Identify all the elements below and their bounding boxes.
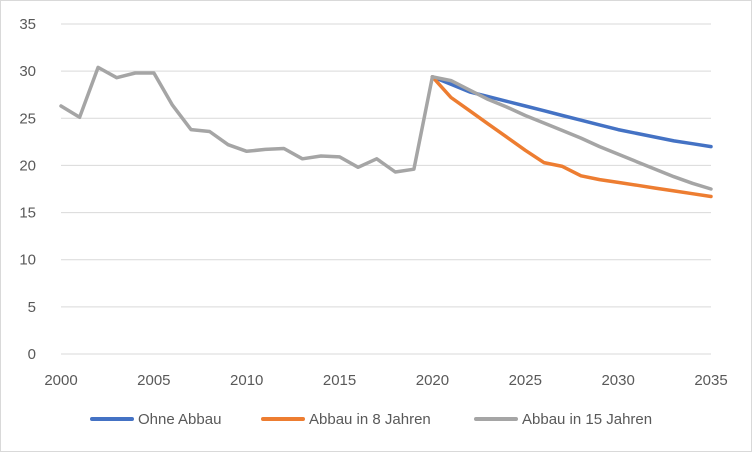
x-tick-label: 2005	[137, 372, 170, 389]
series-lines	[59, 65, 713, 199]
legend-label-1: Abbau in 8 Jahren	[309, 411, 431, 428]
x-tick-label: 2015	[323, 372, 356, 389]
y-tick-label: 25	[19, 110, 36, 127]
y-tick-label: 0	[28, 346, 36, 363]
x-tick-label: 2000	[44, 372, 77, 389]
series-line-1	[430, 75, 713, 199]
y-tick-label: 20	[19, 157, 36, 174]
x-tick-label: 2010	[230, 372, 263, 389]
y-tick-label: 5	[28, 299, 36, 316]
y-axis-tick-labels: 0 5 10 15 20 25 30 35	[19, 16, 36, 363]
y-tick-label: 30	[19, 63, 36, 80]
series-line-2	[59, 65, 713, 191]
y-tick-label: 35	[19, 16, 36, 33]
legend-label-2: Abbau in 15 Jahren	[522, 411, 652, 428]
legend: Ohne Abbau Abbau in 8 Jahren Abbau in 15 J…	[90, 411, 652, 428]
x-tick-label: 2020	[416, 372, 449, 389]
legend-label-0: Ohne Abbau	[138, 411, 221, 428]
x-axis-tick-labels: 2000 2005 2010 2015 2020 2025 2030 2035	[44, 372, 727, 389]
x-tick-label: 2035	[694, 372, 727, 389]
y-tick-label: 10	[19, 252, 36, 269]
x-tick-label: 2025	[509, 372, 542, 389]
x-tick-label: 2030	[601, 372, 634, 389]
gridlines	[61, 23, 711, 355]
y-tick-label: 15	[19, 205, 36, 222]
